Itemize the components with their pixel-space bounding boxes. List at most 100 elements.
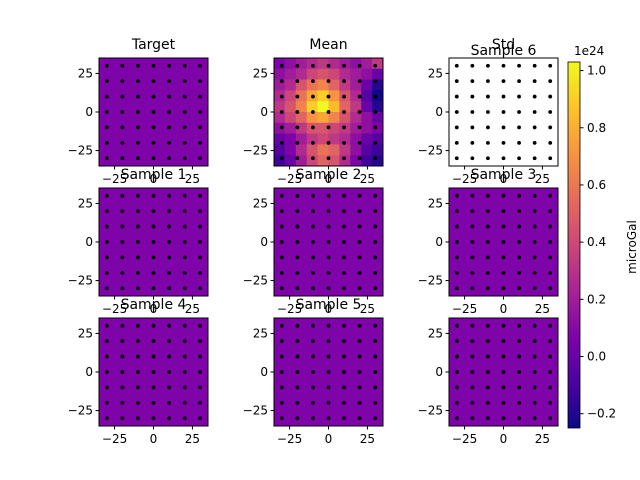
station-dot (501, 140, 506, 145)
mean-contour-cell (284, 58, 297, 70)
colorbar-tick-label: 0.8 (587, 121, 606, 135)
station-dot (501, 240, 506, 244)
xtick-label: 25 (535, 302, 550, 316)
station-dot (198, 354, 203, 359)
mean-contour-cell (328, 133, 340, 145)
xtick-label: −25 (452, 172, 477, 186)
station-dot (311, 63, 315, 68)
station-dot (151, 240, 156, 244)
xtick-label: −25 (277, 432, 302, 446)
mean-contour-cell (274, 68, 286, 80)
station-dot (167, 255, 171, 260)
station-dot (486, 94, 490, 99)
station-dot (517, 63, 521, 68)
colorbar-multiplier: 1e24 (574, 44, 604, 58)
mean-contour-cell (361, 112, 373, 124)
ytick-label: 0 (260, 365, 268, 379)
station-dot (311, 286, 315, 291)
mean-contour-cell (350, 133, 362, 145)
station-dot (326, 240, 331, 244)
station-dot (295, 370, 300, 374)
mean-contour-cell (339, 79, 351, 91)
station-dot (311, 255, 315, 260)
colorbar-tick-label: 0.2 (587, 292, 606, 306)
station-dot (136, 354, 140, 359)
station-dot (151, 354, 156, 359)
station-dot (167, 416, 171, 421)
station-dot (120, 286, 125, 291)
xtick-label: −25 (452, 302, 477, 316)
station-dot (120, 339, 125, 344)
xtick-label: 0 (150, 432, 158, 446)
station-dot (454, 240, 459, 244)
station-dot (548, 193, 553, 198)
station-dot (517, 94, 521, 99)
station-dot (373, 339, 378, 344)
station-dot (120, 224, 125, 229)
mean-contour-cell (317, 112, 329, 124)
mean-contour-cell (361, 58, 373, 70)
ytick-label: 0 (435, 105, 443, 119)
station-dot (357, 125, 362, 130)
station-dot (517, 125, 521, 130)
station-dot (342, 323, 346, 328)
station-dot (373, 400, 378, 405)
station-dot (342, 79, 346, 84)
station-dot (357, 286, 362, 291)
mean-contour-cell (317, 155, 329, 167)
station-dot (357, 255, 362, 260)
mean-contour-cell (284, 79, 297, 91)
mean-contour-cell (372, 90, 384, 102)
mean-contour-cell (339, 112, 351, 124)
station-dot (357, 140, 362, 145)
station-dot (454, 63, 459, 68)
station-dot (357, 240, 362, 244)
xtick-label: 0 (325, 302, 333, 316)
station-dot (357, 270, 362, 275)
station-dot (486, 224, 490, 229)
station-dot (279, 193, 284, 198)
station-dot (136, 370, 140, 374)
station-dot (279, 270, 284, 275)
station-dot (151, 94, 156, 99)
mean-contour-cell (306, 101, 318, 113)
station-dot (357, 156, 362, 161)
station-dot (517, 240, 521, 244)
station-dot (120, 63, 125, 68)
station-dot (279, 255, 284, 260)
mean-contour-cell (295, 144, 308, 156)
station-dot (470, 385, 475, 390)
station-dot (136, 224, 140, 229)
station-dot (326, 94, 331, 99)
station-dot (373, 323, 378, 328)
station-dot (470, 354, 475, 359)
station-dot (295, 94, 300, 99)
station-dot (295, 79, 300, 84)
mean-contour-cell (295, 58, 308, 70)
station-dot (548, 94, 553, 99)
station-dot (501, 400, 506, 405)
station-dot (548, 125, 553, 130)
station-dot (342, 240, 346, 244)
station-dot (151, 156, 156, 161)
panel-title: Sample 5 (296, 297, 362, 313)
station-dot (198, 125, 203, 130)
xtick-label: 25 (535, 432, 550, 446)
xtick-label: −25 (102, 172, 127, 186)
station-dot (373, 156, 378, 161)
mean-contour-cell (372, 122, 384, 134)
mean-contour-cell (350, 58, 362, 70)
station-dot (548, 156, 553, 161)
station-dot (120, 240, 125, 244)
station-dot (279, 94, 284, 99)
station-dot (486, 354, 490, 359)
station-dot (373, 370, 378, 374)
ytick-label: 25 (78, 196, 93, 210)
station-dot (120, 270, 125, 275)
station-dot (104, 270, 109, 275)
station-dot (454, 156, 459, 161)
station-dot (279, 125, 284, 130)
station-dot (182, 354, 187, 359)
station-dot (486, 193, 490, 198)
